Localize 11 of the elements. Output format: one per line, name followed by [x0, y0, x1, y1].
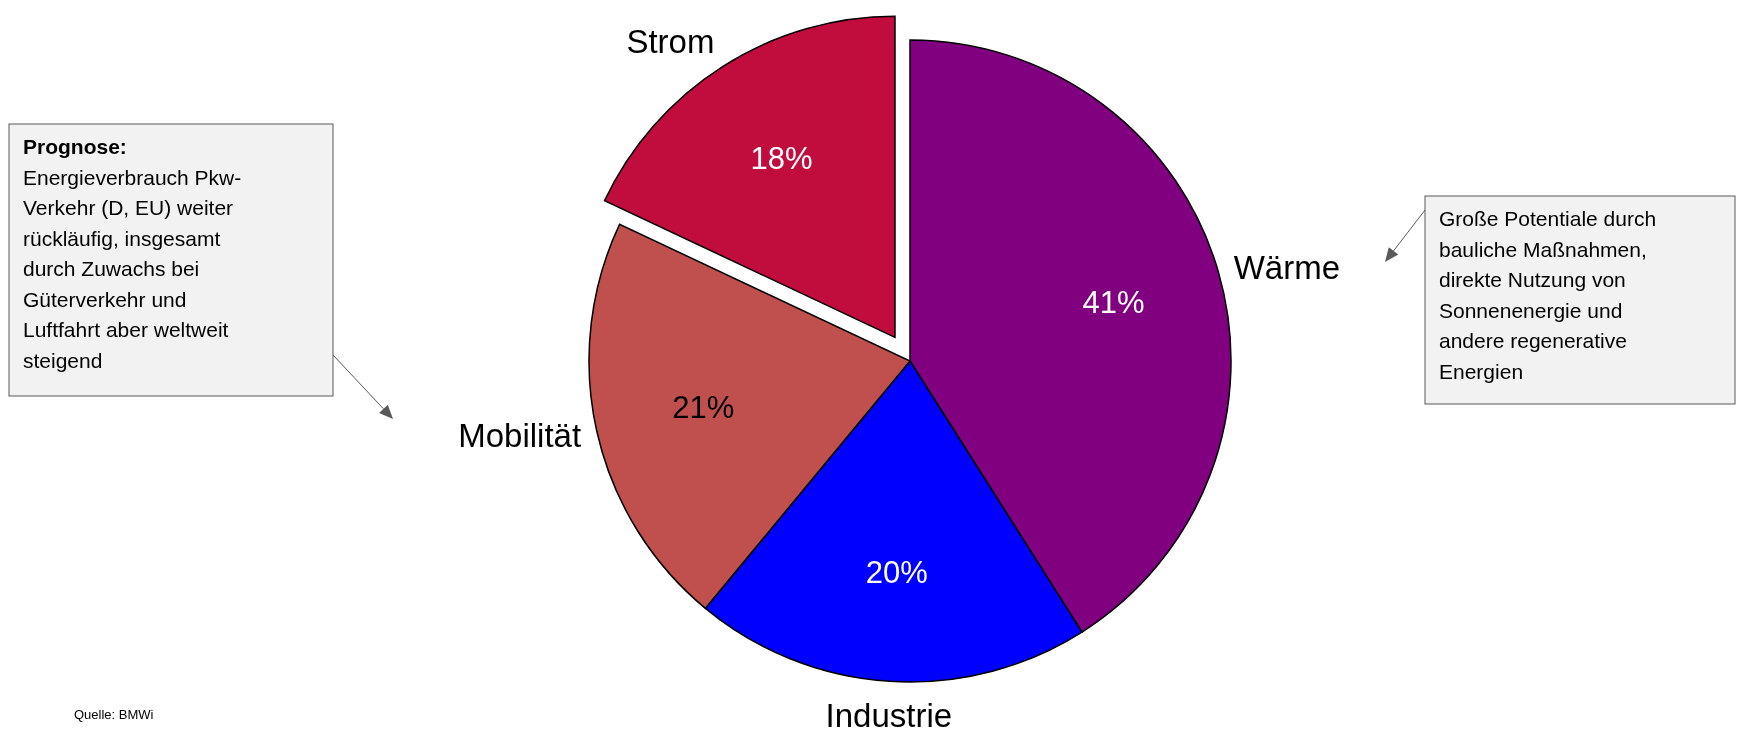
slice-label: Industrie — [825, 697, 953, 735]
text: Große Potentiale durch bauliche Maßnahmen, direkte Nutzung von Sonnenenergie und andere regenerative Energien — [1439, 207, 1657, 383]
data-label: 41% — [1082, 284, 1145, 320]
source-note: Quelle: BMWi — [74, 707, 154, 722]
data-label: 21% — [672, 390, 735, 426]
text: Prognose: Energieverbrauch Pkw- Verkehr (D, EU) weiter rückläufig, insgesamt durch Zuwachs bei Güterverkehr und Luftfahrt aber weltweit steigend — [23, 135, 242, 372]
slice-label: Mobilität — [458, 416, 582, 454]
slice-label: Wärme — [1233, 248, 1341, 286]
data-label: 18% — [750, 141, 813, 177]
slice-label: Strom — [626, 22, 715, 60]
data-label: 20% — [865, 555, 928, 591]
